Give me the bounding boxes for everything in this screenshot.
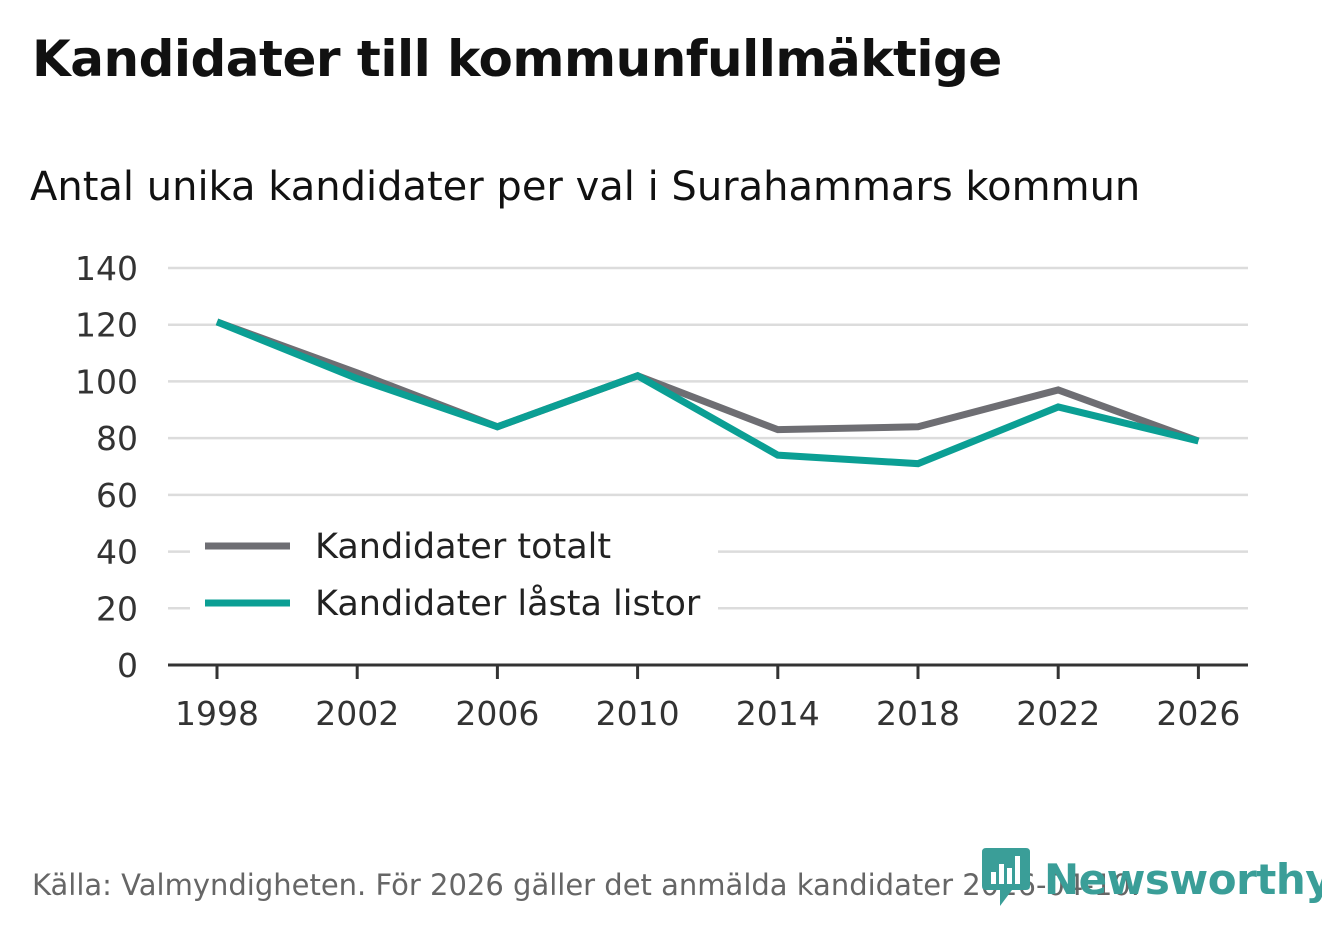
chart-subtitle: Antal unika kandidater per val i Suraham… <box>30 164 1141 210</box>
series-line-2 <box>215 318 1200 468</box>
brand-name: Newsworthy <box>1044 854 1322 904</box>
y-tick-label: 140 <box>75 249 138 288</box>
y-tick-label: 40 <box>96 533 138 572</box>
y-tick-label: 100 <box>75 362 138 401</box>
x-tick-label: 2014 <box>736 694 820 733</box>
y-tick-label: 20 <box>96 589 138 628</box>
legend-label-1: Kandidater totalt <box>315 527 611 567</box>
x-tick-label: 2026 <box>1156 694 1240 733</box>
series-line-1 <box>215 318 1200 445</box>
x-tick-label: 2006 <box>455 694 539 733</box>
x-tick-label: 2018 <box>876 694 960 733</box>
newsworthy-logo: Newsworthy <box>982 848 1322 910</box>
source-note: Källa: Valmyndigheten. För 2026 gäller d… <box>32 868 1140 902</box>
x-tick-label: 2002 <box>315 694 399 733</box>
y-tick-label: 80 <box>96 419 138 458</box>
x-tick-label: 2022 <box>1016 694 1100 733</box>
chart-title: Kandidater till kommunfullmäktige <box>32 30 1002 88</box>
y-tick-label: 0 <box>117 646 138 685</box>
y-tick-label: 60 <box>96 476 138 515</box>
legend-background <box>190 518 718 634</box>
bar-chart-icon <box>982 848 1030 906</box>
x-tick-label: 1998 <box>175 694 259 733</box>
legend-label-2: Kandidater låsta listor <box>315 583 701 624</box>
x-tick-label: 2010 <box>596 694 680 733</box>
y-tick-label: 120 <box>75 306 138 345</box>
